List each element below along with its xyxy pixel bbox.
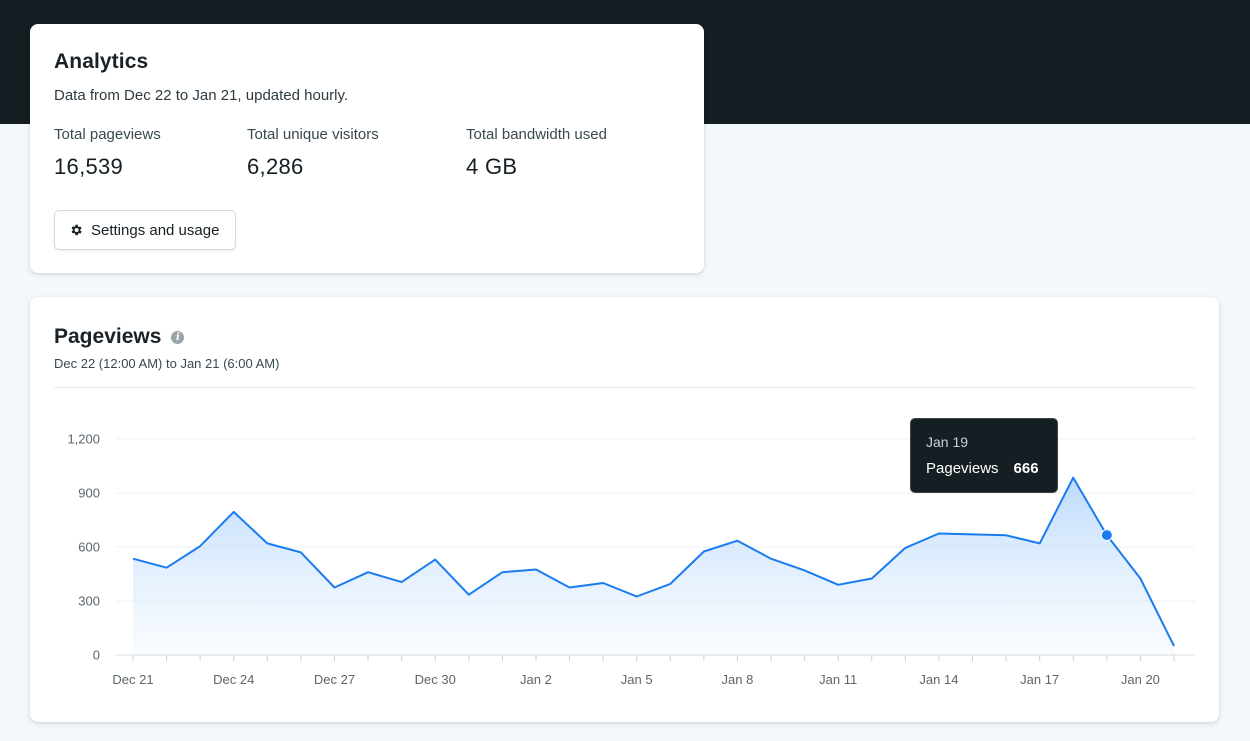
data-point[interactable] [161,562,173,574]
data-point[interactable] [228,506,240,518]
stat-total-unique-visitors: Total unique visitors 6,286 [247,126,379,180]
data-point[interactable] [1134,573,1146,585]
data-point[interactable] [899,542,911,554]
stat-label: Total pageviews [54,126,161,143]
data-point[interactable] [799,564,811,576]
pageviews-header: Pageviews i [54,325,185,349]
x-tick-label: Jan 14 [919,672,958,687]
x-tick-label: Jan 11 [819,672,857,687]
data-point[interactable] [933,528,945,540]
x-tick-label: Jan 5 [621,672,653,687]
data-point[interactable] [429,554,441,566]
data-point[interactable] [967,528,979,540]
series-line [132,476,1175,647]
data-point[interactable] [731,535,743,547]
gear-icon [69,223,83,237]
settings-and-usage-button[interactable]: Settings and usage [54,210,237,250]
data-point[interactable] [261,537,273,549]
stat-total-pageviews: Total pageviews 16,539 [54,126,161,180]
data-point[interactable] [328,582,340,594]
pageviews-chart[interactable]: 0 300 600 900 1,200 Dec 21 Dec 24 Dec 27 Dec 30… [30,297,1219,722]
tooltip-date: Jan 19 [926,434,969,450]
data-point[interactable] [564,582,576,594]
y-tick-label: 900 [78,486,100,501]
data-point[interactable] [1168,640,1180,652]
tooltip-value: 666 [1013,460,1039,477]
data-point[interactable] [765,553,777,565]
data-point[interactable] [463,589,475,601]
analytics-title: Analytics [54,50,149,73]
data-point[interactable] [1067,472,1079,484]
data-point[interactable] [194,540,206,552]
data-point[interactable] [597,577,609,589]
data-point[interactable] [664,578,676,590]
data-point[interactable] [866,573,878,585]
data-point[interactable] [362,566,374,578]
divider [54,387,1195,388]
stat-value: 16,539 [54,154,124,179]
x-tick-label: Jan 17 [1020,672,1059,687]
x-tick-label: Dec 21 [112,672,153,687]
y-tick-label: 1,200 [67,432,100,447]
data-point[interactable] [832,579,844,591]
data-point[interactable] [295,546,307,558]
analytics-subtitle: Data from Dec 22 to Jan 21, updated hour… [54,87,349,104]
data-point[interactable] [396,576,408,588]
stat-value: 4 GB [466,154,518,179]
settings-button-label: Settings and usage [91,221,220,239]
stat-label: Total unique visitors [247,126,379,143]
data-point[interactable] [1034,537,1046,549]
stat-total-bandwidth: Total bandwidth used 4 GB [466,126,607,180]
pageviews-title: Pageviews [54,325,162,348]
tooltip-row: Pageviews 666 [926,460,1039,477]
tooltip-label: Pageviews [926,460,999,477]
highlighted-data-point[interactable] [1100,529,1113,542]
analytics-card: Analytics Data from Dec 22 to Jan 21, up… [30,24,704,273]
chart-tooltip: Jan 19 Pageviews 666 [910,418,1058,493]
stat-label: Total bandwidth used [466,126,607,143]
series-area [133,477,1174,655]
x-tick-label: Jan 8 [722,672,754,687]
data-point[interactable] [127,553,139,565]
data-point[interactable] [496,566,508,578]
x-tick-label: Dec 24 [213,672,254,687]
data-point[interactable] [1000,529,1012,541]
x-tick-label: Dec 30 [415,672,456,687]
y-tick-label: 600 [78,540,100,555]
y-tick-label: 0 [93,648,100,663]
stat-value: 6,286 [247,154,304,179]
data-point[interactable] [631,591,643,603]
info-icon[interactable]: i [171,330,185,344]
data-point[interactable] [530,564,542,576]
y-tick-label: 300 [78,594,100,609]
x-tick-label: Jan 20 [1121,672,1160,687]
x-tick-label: Jan 2 [520,672,552,687]
x-tick-label: Dec 27 [314,672,355,687]
pageviews-card: Pageviews i Dec 22 (12:00 AM) to Jan 21 … [30,297,1219,722]
pageviews-date-range: Dec 22 (12:00 AM) to Jan 21 (6:00 AM) [54,356,280,371]
data-point[interactable] [698,546,710,558]
